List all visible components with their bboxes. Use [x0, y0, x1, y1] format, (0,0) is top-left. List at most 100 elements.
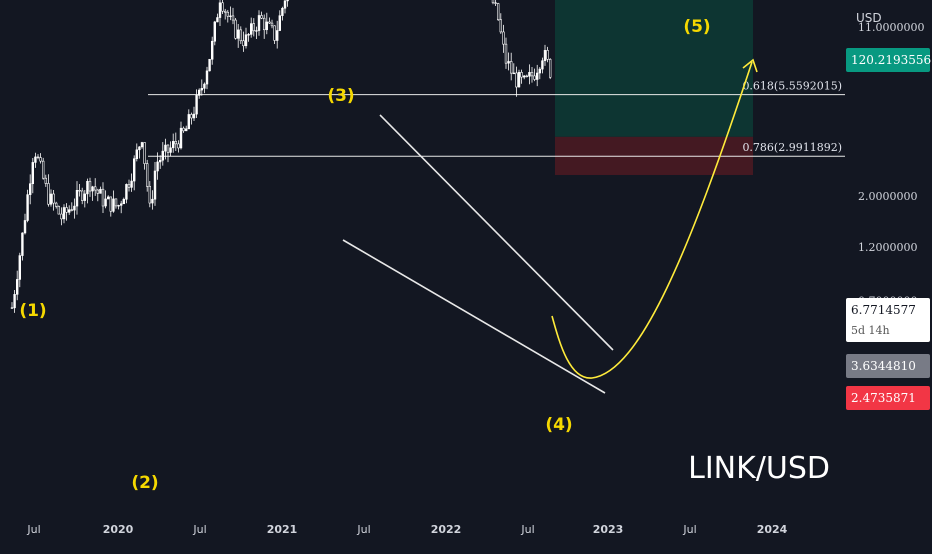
candle-body: [242, 40, 245, 47]
candle-body: [52, 193, 55, 204]
candle-body: [156, 161, 159, 172]
candle-body: [533, 75, 536, 80]
candle-body: [541, 60, 544, 70]
candle-body: [530, 72, 534, 77]
x-tick-label: Jul: [192, 523, 206, 536]
candle-body: [515, 72, 518, 88]
candle-body: [494, 2, 497, 4]
candle-body: [143, 142, 146, 164]
projection-curve: [551, 61, 753, 379]
candle-body: [91, 186, 94, 192]
wave-label: (3): [327, 86, 354, 106]
candle-body: [546, 50, 549, 60]
candle-body: [146, 163, 149, 187]
candle-body: [107, 196, 110, 200]
candle-body: [166, 144, 170, 153]
candle-body: [54, 202, 58, 207]
candle-body: [86, 180, 89, 195]
x-tick-label: 2023: [593, 523, 624, 536]
candle-body: [218, 2, 222, 18]
y-tick-label: 2.0000000: [858, 190, 918, 203]
candle-body: [538, 68, 542, 74]
candle-body: [75, 190, 79, 207]
candle-body: [174, 141, 177, 145]
x-tick-label: Jul: [356, 523, 370, 536]
y-tick-label: 1.2000000: [858, 241, 918, 254]
candle-body: [36, 156, 40, 159]
price-badge-countdown: 5d 14h: [851, 324, 890, 337]
candle-body: [229, 15, 232, 17]
candle-body: [507, 61, 510, 64]
wave-label: (1): [19, 301, 46, 321]
candle-body: [247, 34, 250, 36]
candle-body: [135, 149, 138, 160]
candle-body: [109, 196, 113, 212]
candle-body: [268, 21, 271, 24]
candle-body: [504, 43, 508, 64]
candle-body: [88, 180, 92, 192]
candle-body: [203, 83, 206, 89]
candle-body: [34, 156, 37, 163]
price-badge: [846, 386, 930, 410]
candle-body: [179, 127, 183, 149]
candle-body: [548, 59, 552, 78]
candle-body: [13, 294, 16, 309]
candle-body: [496, 3, 500, 21]
candle-body: [148, 185, 151, 204]
candle-body: [96, 189, 100, 194]
candle-body: [130, 180, 133, 188]
candle-body: [15, 279, 19, 295]
symbol-label: LINK/USD: [688, 451, 830, 486]
candle-body: [133, 158, 136, 182]
target-zone: [555, 0, 753, 137]
candle-body: [260, 15, 263, 19]
candle-body: [10, 307, 14, 309]
candle-body: [182, 127, 185, 132]
candle-body: [161, 150, 164, 161]
candle-body: [169, 147, 172, 153]
candle-body: [65, 207, 68, 213]
x-tick-label: 2021: [267, 523, 298, 536]
candle-body: [491, 0, 495, 4]
currency-label: USD: [856, 11, 882, 25]
candle-body: [47, 183, 50, 205]
wave-label: (2): [131, 473, 158, 493]
candle-body: [252, 23, 255, 32]
candle-body: [255, 30, 258, 32]
candle-body: [28, 183, 32, 195]
candle-body: [104, 198, 107, 207]
candle-body: [286, 0, 289, 2]
lower-wedge-line: [342, 239, 606, 394]
candle-body: [522, 75, 526, 78]
x-tick-label: 2020: [103, 523, 134, 536]
price-badge-value: 2.4735871: [851, 391, 916, 405]
y-tick-label: 11.0000000: [858, 21, 924, 34]
candle-body: [151, 198, 154, 204]
candle-body: [120, 203, 123, 206]
candle-body: [520, 72, 523, 78]
candle-body: [159, 159, 162, 163]
candle-body: [262, 17, 266, 31]
fib-label: 0.618(5.5592015): [742, 80, 842, 93]
candle-body: [122, 198, 126, 205]
candle-body: [140, 142, 144, 148]
candle-body: [101, 188, 105, 207]
candle-body: [275, 30, 279, 41]
price-badge: [846, 48, 930, 72]
candle-body: [535, 72, 539, 80]
candle-body: [83, 193, 87, 201]
candle-body: [278, 15, 281, 31]
candle-body: [127, 184, 131, 188]
x-tick-label: 2022: [431, 523, 462, 536]
candle-body: [208, 58, 211, 72]
candle-body: [172, 141, 175, 149]
candle-body: [62, 207, 66, 220]
candle-body: [512, 72, 516, 75]
candle-body: [213, 21, 216, 42]
candle-body: [23, 220, 27, 234]
candle-body: [125, 184, 128, 200]
candle-body: [39, 157, 42, 162]
candle-body: [211, 40, 214, 60]
